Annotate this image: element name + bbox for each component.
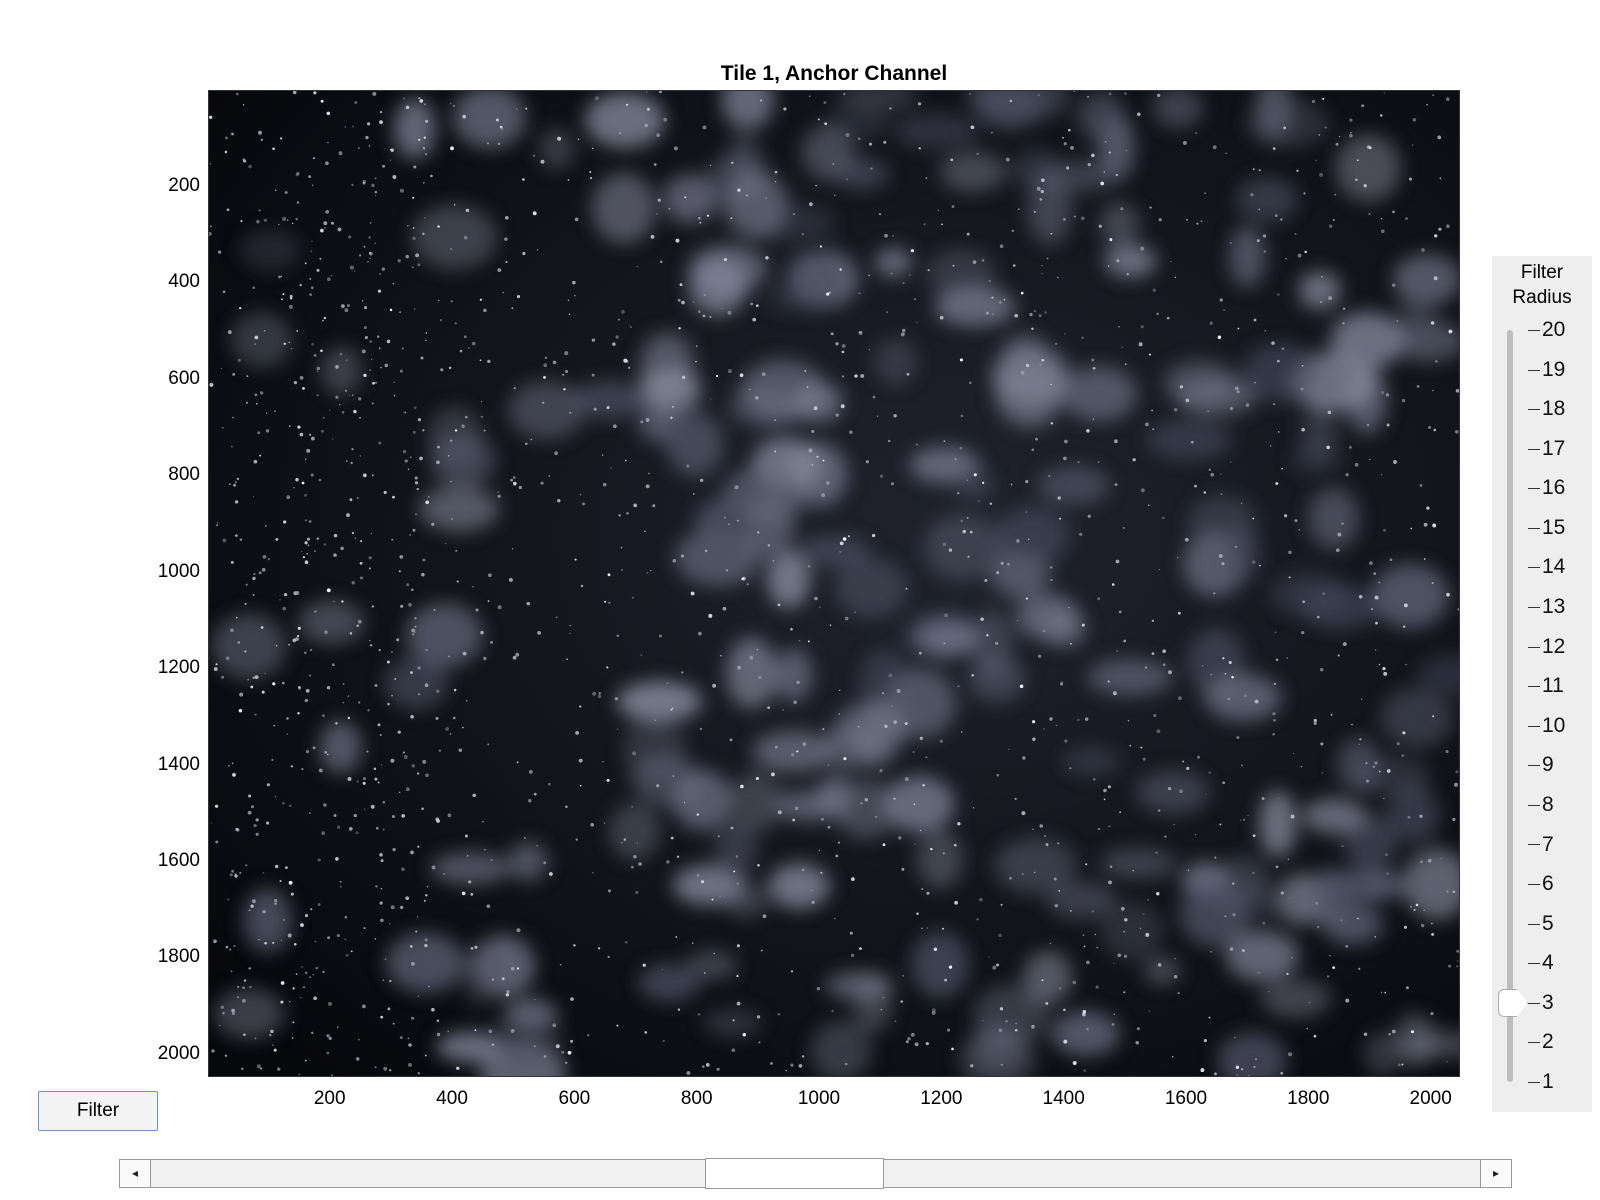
- x-tick-label: 200: [313, 1088, 346, 1109]
- slider-tick: 11: [1528, 674, 1564, 698]
- slider-track[interactable]: [1507, 330, 1513, 1082]
- y-tick-label: 1000: [157, 560, 200, 582]
- y-tick-label: 1200: [157, 657, 200, 679]
- image-axes[interactable]: [208, 90, 1460, 1077]
- slider-label-line2: Radius: [1512, 287, 1572, 308]
- x-tick-label: 2000: [1409, 1088, 1452, 1109]
- x-tick-label: 1400: [1042, 1088, 1085, 1109]
- slider-tick: 8: [1528, 793, 1554, 817]
- x-tick-label: 600: [558, 1088, 591, 1109]
- slider-thumb[interactable]: [1498, 988, 1528, 1017]
- slider-tick: 9: [1528, 753, 1554, 777]
- filter-button[interactable]: Filter: [38, 1091, 158, 1131]
- scroll-left-arrow-icon[interactable]: ◂: [120, 1160, 151, 1187]
- slider-tick: 10: [1528, 714, 1565, 738]
- filter-radius-slider-panel: Filter Radius 20 19 18 17 16 15 14 13 12 11 10 9 8 7 6…: [1492, 256, 1592, 1112]
- slider-tick: 20: [1528, 318, 1565, 342]
- y-tick-label: 2000: [157, 1042, 200, 1064]
- plot-title: Tile 1, Anchor Channel: [720, 62, 948, 85]
- x-tick-label: 1000: [797, 1088, 841, 1109]
- x-tick-label: 1600: [1164, 1088, 1208, 1109]
- scrollbar-thumb[interactable]: [704, 1158, 885, 1189]
- slider-tick: 1: [1528, 1070, 1554, 1094]
- slider-tick: 19: [1528, 358, 1565, 382]
- y-tick-label: 1800: [157, 946, 200, 968]
- y-tick-label: 600: [168, 367, 200, 389]
- slider-tick: 18: [1528, 397, 1565, 421]
- slider-tick: 12: [1528, 635, 1565, 659]
- slider-tick: 3: [1528, 991, 1554, 1015]
- slider-tick: 2: [1528, 1030, 1554, 1054]
- slider-tick: 4: [1528, 951, 1554, 975]
- slider-label: Filter Radius: [1492, 260, 1592, 310]
- slider-tick: 13: [1528, 595, 1565, 619]
- microscopy-image: [209, 91, 1459, 1076]
- slider-tick: 14: [1528, 555, 1565, 579]
- slider-label-line1: Filter: [1520, 262, 1564, 283]
- y-tick-label: 800: [168, 464, 200, 486]
- x-tick-label: 800: [680, 1088, 713, 1109]
- y-tick-label: 400: [168, 271, 200, 293]
- slider-tick: 16: [1528, 476, 1565, 500]
- y-tick-label: 1600: [157, 849, 200, 871]
- slider-tick: 6: [1528, 872, 1554, 896]
- scroll-right-arrow-icon[interactable]: ▸: [1480, 1160, 1511, 1187]
- y-tick-label: 200: [168, 174, 200, 196]
- x-tick-label: 400: [436, 1088, 468, 1109]
- slider-tick: 5: [1528, 912, 1554, 936]
- x-tick-label: 1800: [1287, 1088, 1330, 1109]
- slider-tick: 7: [1528, 833, 1554, 857]
- y-tick-label: 1400: [157, 753, 200, 775]
- x-tick-label: 1200: [920, 1088, 963, 1109]
- slider-tick: 15: [1528, 516, 1565, 540]
- slider-tick: 17: [1528, 437, 1565, 461]
- horizontal-scrollbar[interactable]: ◂ ▸: [119, 1158, 1512, 1189]
